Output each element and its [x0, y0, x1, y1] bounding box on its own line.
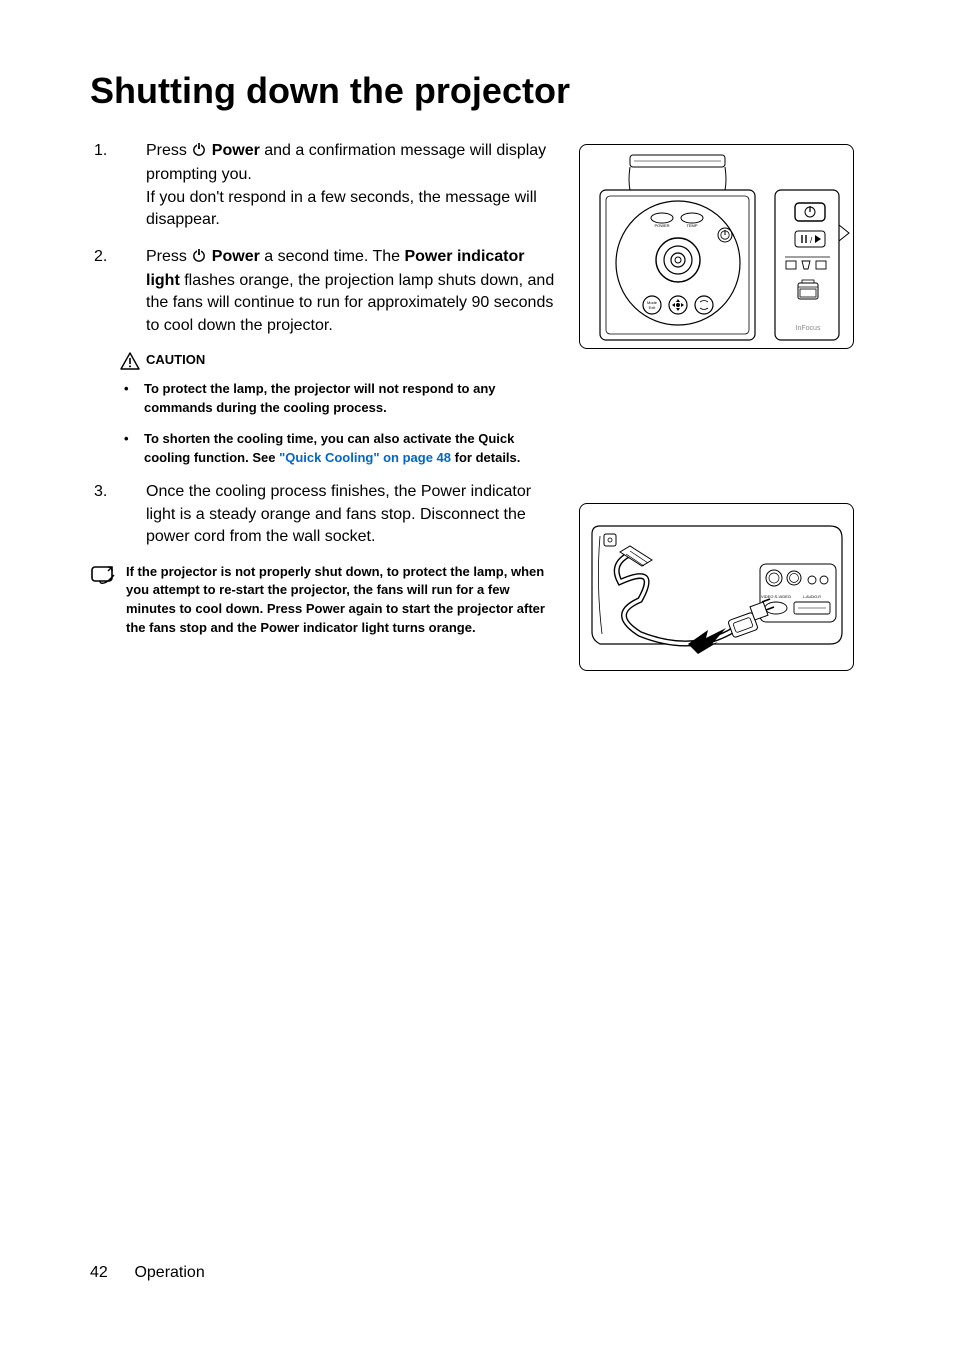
power-icon	[191, 141, 207, 164]
svg-text:POWER: POWER	[654, 223, 669, 228]
step-number: 1.	[90, 140, 146, 232]
projector-top-figure: POWER TEMP Mode Exit	[579, 144, 854, 349]
step-text: Press	[146, 142, 191, 159]
bullet: •	[124, 380, 144, 418]
power-label: Power	[212, 248, 260, 265]
svg-text:/: /	[810, 236, 813, 245]
svg-text:TEMP: TEMP	[686, 223, 697, 228]
step-body: Press Power a second time. The Power ind…	[146, 246, 559, 338]
page-number: 42	[90, 1264, 130, 1282]
section-name: Operation	[134, 1264, 204, 1281]
page-title: Shutting down the projector	[90, 70, 864, 112]
step-body: Press Power and a confirmation message w…	[146, 140, 559, 232]
svg-text:L-AUDIO-R: L-AUDIO-R	[803, 595, 821, 599]
caution-text: To protect the lamp, the projector will …	[144, 380, 559, 418]
step-text: If you don't respond in a few seconds, t…	[146, 189, 537, 228]
step-text: Press	[146, 248, 191, 265]
quick-cooling-link[interactable]: "Quick Cooling" on page 48	[279, 450, 451, 465]
projector-rear-figure: VIDEO S-VIDEO L-AUDIO-R	[579, 503, 854, 671]
power-icon	[191, 247, 207, 270]
step-1: 1. Press Power and a confirmation messag…	[90, 140, 559, 232]
step-text: flashes orange, the projection lamp shut…	[146, 272, 554, 334]
page-footer: 42 Operation	[90, 1264, 205, 1282]
svg-text:VIDEO S-VIDEO: VIDEO S-VIDEO	[761, 594, 791, 599]
step-body: Once the cooling process finishes, the P…	[146, 481, 559, 548]
note-text: If the projector is not properly shut do…	[126, 563, 559, 638]
caution-text-part: for details.	[451, 450, 520, 465]
caution-label: CAUTION	[146, 351, 205, 370]
caution-icon	[120, 352, 140, 370]
svg-text:InFocus: InFocus	[796, 325, 821, 332]
note-icon	[90, 563, 126, 638]
step-number: 2.	[90, 246, 146, 338]
note-block: If the projector is not properly shut do…	[90, 563, 559, 638]
power-label: Power	[212, 142, 260, 159]
caution-block: CAUTION • To protect the lamp, the proje…	[120, 351, 559, 467]
step-3: 3. Once the cooling process finishes, th…	[90, 481, 559, 548]
step-text: a second time. The	[260, 248, 405, 265]
step-number: 3.	[90, 481, 146, 548]
svg-text:Exit: Exit	[649, 305, 657, 310]
step-2: 2. Press Power a second time. The Power …	[90, 246, 559, 338]
caution-text: To shorten the cooling time, you can als…	[144, 430, 559, 468]
bullet: •	[124, 430, 144, 468]
